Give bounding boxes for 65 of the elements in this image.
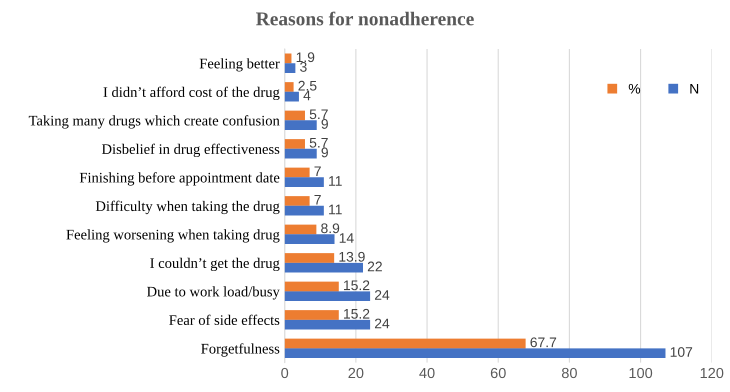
bar	[284, 92, 299, 102]
bar	[284, 310, 339, 320]
bar	[284, 54, 292, 64]
data-label: 8.9	[321, 223, 340, 234]
bar	[284, 120, 317, 130]
data-label: 5.7	[310, 109, 328, 120]
bar	[284, 282, 339, 292]
data-label: 9	[322, 148, 328, 158]
data-label: 7	[314, 166, 321, 176]
data-label: 14	[340, 233, 354, 243]
data-label: 2.5	[298, 80, 316, 91]
chart-title: Reasons for nonadherence	[256, 12, 474, 26]
bar	[284, 348, 666, 358]
y-tick-label: I couldn’t get the drug	[150, 258, 280, 272]
x-tick-label: 60	[490, 368, 506, 378]
x-tick-label: 120	[700, 368, 724, 378]
bar	[284, 320, 370, 330]
bar	[284, 234, 335, 244]
bar	[284, 177, 324, 187]
x-tick-label: 100	[630, 368, 652, 378]
bar	[284, 196, 310, 206]
data-label: 24	[374, 290, 390, 300]
data-label: 3	[300, 62, 307, 72]
y-tick-label: Taking many drugs which create confusion	[28, 115, 280, 129]
y-tick-label: Fear of side effects	[169, 314, 280, 326]
data-label: 9	[322, 119, 328, 129]
bar	[284, 110, 305, 120]
bar	[284, 224, 316, 234]
y-tick-label: Finishing before appointment date	[80, 172, 280, 186]
data-label: 11	[329, 204, 342, 214]
x-tick-label: 80	[562, 368, 577, 378]
data-label: 11	[329, 176, 342, 186]
data-label: 15.2	[344, 308, 370, 319]
bar	[284, 148, 317, 158]
y-tick-label: Feeling better	[200, 58, 280, 72]
bar	[284, 82, 294, 92]
data-label: 1.9	[296, 52, 314, 62]
x-tick-label: 0	[281, 368, 288, 378]
legend-label: %	[628, 84, 640, 94]
bar	[284, 139, 305, 149]
y-tick-label: Feeling worsening when taking drug	[66, 229, 280, 243]
y-tick-label: Due to work load/busy	[147, 286, 280, 300]
legend-label: N	[690, 84, 698, 94]
bar	[284, 262, 363, 273]
data-label: 4	[303, 90, 310, 100]
bar	[284, 338, 526, 348]
y-tick-label: I didn’t afford cost of the drug	[104, 86, 280, 100]
y-tick-label: Disbelief in drug effectiveness	[102, 144, 280, 158]
bar	[284, 63, 296, 73]
data-label: 22	[368, 262, 382, 272]
data-label: 24	[374, 318, 390, 328]
bar	[284, 206, 324, 216]
data-label: 67.7	[530, 337, 556, 348]
data-label: 7	[314, 194, 321, 205]
x-tick-label: 40	[419, 368, 435, 378]
data-label: 5.7	[310, 138, 328, 148]
y-tick-label: Difficulty when taking the drug	[96, 200, 280, 214]
y-tick-label: Forgetfulness	[201, 343, 280, 357]
bar	[284, 168, 310, 178]
data-label: 15.2	[344, 280, 370, 290]
bar	[284, 291, 370, 302]
data-label: 13.9	[339, 252, 365, 262]
bar	[284, 253, 334, 263]
data-label: 107	[670, 347, 692, 357]
x-tick-label: 20	[348, 368, 364, 378]
